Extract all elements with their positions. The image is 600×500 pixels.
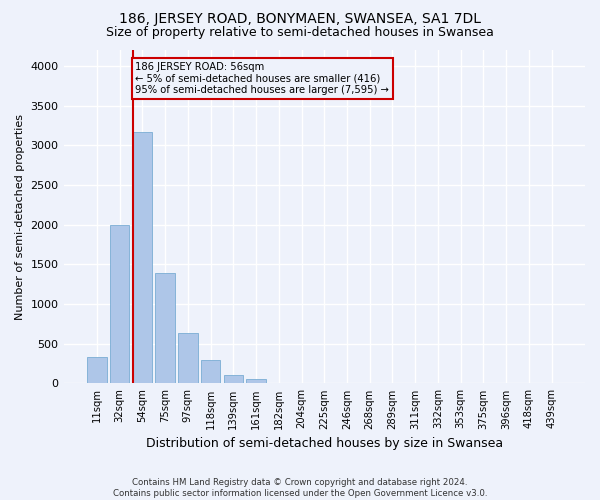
Bar (133, 132, 152, 384)
Bar (178, 332, 197, 384)
X-axis label: Distribution of semi-detached houses by size in Swansea: Distribution of semi-detached houses by … (146, 437, 503, 450)
Bar (110, 224, 130, 384)
Text: Contains HM Land Registry data © Crown copyright and database right 2024.
Contai: Contains HM Land Registry data © Crown c… (113, 478, 487, 498)
Bar (247, 380, 266, 384)
Text: 186 JERSEY ROAD: 56sqm
← 5% of semi-detached houses are smaller (416)
95% of sem: 186 JERSEY ROAD: 56sqm ← 5% of semi-deta… (136, 62, 389, 95)
Y-axis label: Number of semi-detached properties: Number of semi-detached properties (15, 114, 25, 320)
Bar (155, 273, 175, 384)
Bar (201, 360, 220, 384)
Text: Size of property relative to semi-detached houses in Swansea: Size of property relative to semi-detach… (106, 26, 494, 39)
Bar (224, 374, 243, 384)
Bar (87, 357, 107, 384)
Text: 186, JERSEY ROAD, BONYMAEN, SWANSEA, SA1 7DL: 186, JERSEY ROAD, BONYMAEN, SWANSEA, SA1… (119, 12, 481, 26)
